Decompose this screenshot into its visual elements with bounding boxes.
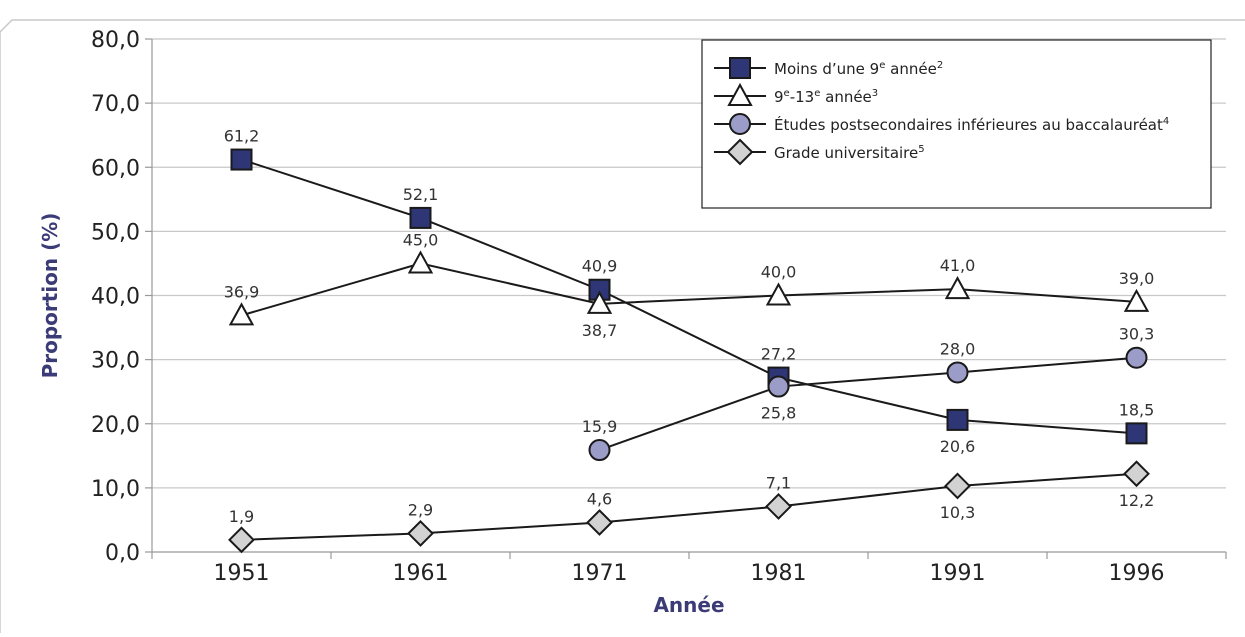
data-label: 52,1 bbox=[403, 185, 439, 204]
diamond-marker bbox=[586, 509, 613, 536]
diamond-marker bbox=[228, 526, 255, 554]
data-label: 12,2 bbox=[1119, 491, 1155, 510]
diamond-marker bbox=[407, 519, 434, 547]
triangle-marker bbox=[228, 302, 255, 326]
triangle-marker bbox=[586, 290, 613, 314]
data-label: 30,3 bbox=[1119, 325, 1155, 344]
x-axis-title: Année bbox=[653, 593, 724, 617]
y-tick-label: 0,0 bbox=[105, 541, 140, 566]
square-marker bbox=[946, 408, 969, 431]
frame-corner bbox=[0, 19, 1245, 33]
data-label: 25,8 bbox=[761, 404, 797, 423]
grid bbox=[152, 38, 1226, 489]
y-tick-label: 40,0 bbox=[91, 285, 140, 310]
y-tick-label: 70,0 bbox=[91, 92, 140, 117]
series-line bbox=[241, 262, 1137, 317]
legend-item: 9e-13e année3 bbox=[714, 82, 878, 106]
data-label: 45,0 bbox=[403, 230, 439, 249]
data-label: 15,9 bbox=[582, 417, 618, 436]
circle-marker bbox=[588, 439, 611, 462]
x-tick-label: 1981 bbox=[751, 561, 807, 586]
legend: Moins d’une 9e année2 9e-13e année3 Études… bbox=[701, 39, 1212, 209]
legend-label: 9e-13e année3 bbox=[774, 88, 878, 106]
triangle-marker bbox=[407, 250, 434, 274]
data-label: 18,5 bbox=[1119, 400, 1155, 419]
legend-triangle-icon bbox=[727, 82, 753, 106]
axes: 0,0 10,0 20,0 30,0 40,0 50,0 60,0 70,0 80,0 1951 1… bbox=[38, 28, 1227, 617]
y-tick-label: 30,0 bbox=[91, 349, 140, 374]
legend-item: Études postsecondaires inférieures au ba… bbox=[714, 113, 1169, 135]
data-label: 40,9 bbox=[582, 257, 618, 276]
legend-square-icon bbox=[729, 57, 751, 79]
legend-label: Grade universitaire5 bbox=[774, 144, 925, 162]
data-label: 4,6 bbox=[587, 490, 612, 509]
x-tick-label: 1951 bbox=[214, 561, 270, 586]
series-diamond: 1,9 2,9 4,6 7,1 10,3 12,2 bbox=[228, 460, 1155, 554]
y-tick-label: 10,0 bbox=[91, 477, 140, 502]
x-tick-label: 1961 bbox=[393, 561, 449, 586]
data-label: 61,2 bbox=[224, 127, 260, 146]
circle-marker bbox=[767, 375, 790, 398]
circle-marker bbox=[1125, 346, 1148, 369]
data-label: 28,0 bbox=[940, 339, 976, 358]
data-label: 1,9 bbox=[229, 507, 254, 526]
data-label: 40,0 bbox=[761, 263, 797, 282]
diamond-marker bbox=[765, 493, 792, 520]
series-circle: 15,9 25,8 28,0 30,3 bbox=[582, 325, 1155, 462]
y-tick-label: 60,0 bbox=[91, 156, 140, 181]
x-tick-label: 1991 bbox=[930, 561, 986, 586]
data-label: 38,7 bbox=[582, 321, 618, 340]
data-label: 7,1 bbox=[766, 473, 791, 492]
circle-marker bbox=[946, 361, 969, 384]
legend-label: Moins d’une 9e année2 bbox=[774, 60, 943, 78]
data-label: 27,2 bbox=[761, 345, 797, 364]
x-tick-label: 1996 bbox=[1109, 561, 1165, 586]
diamond-marker bbox=[944, 472, 971, 500]
square-marker bbox=[230, 148, 253, 171]
legend-circle-icon bbox=[729, 113, 751, 135]
legend-label: Études postsecondaires inférieures au ba… bbox=[774, 115, 1169, 134]
series-group: 61,2 52,1 40,9 27,2 20,6 18,5 36,9 45,0 38,7 40,0… bbox=[224, 127, 1155, 554]
x-tick-label: 1971 bbox=[572, 561, 628, 586]
data-label: 36,9 bbox=[224, 282, 260, 301]
legend-box bbox=[701, 39, 1212, 209]
series-square: 61,2 52,1 40,9 27,2 20,6 18,5 bbox=[224, 127, 1155, 456]
square-marker bbox=[409, 206, 432, 229]
square-marker bbox=[1125, 422, 1148, 445]
diamond-marker bbox=[1123, 460, 1150, 488]
data-label: 2,9 bbox=[408, 500, 433, 519]
y-tick-label: 80,0 bbox=[91, 28, 140, 53]
triangle-marker bbox=[944, 276, 971, 300]
series-line bbox=[241, 158, 1137, 435]
series-line bbox=[599, 356, 1137, 451]
data-label: 10,3 bbox=[940, 503, 976, 522]
data-label: 20,6 bbox=[940, 437, 976, 456]
y-tick-label: 20,0 bbox=[91, 413, 140, 438]
triangle-marker bbox=[765, 282, 792, 306]
legend-diamond-icon bbox=[726, 138, 754, 166]
y-axis-title: Proportion (%) bbox=[38, 213, 62, 379]
triangle-marker bbox=[1123, 288, 1150, 312]
legend-item: Grade universitaire5 bbox=[714, 138, 925, 166]
legend-item: Moins d’une 9e année2 bbox=[714, 57, 943, 79]
y-tick-label: 50,0 bbox=[91, 220, 140, 245]
data-label: 39,0 bbox=[1119, 269, 1155, 288]
series-triangle: 36,9 45,0 38,7 40,0 41,0 39,0 bbox=[224, 230, 1155, 339]
data-label: 41,0 bbox=[940, 256, 976, 275]
series-line bbox=[241, 472, 1137, 541]
